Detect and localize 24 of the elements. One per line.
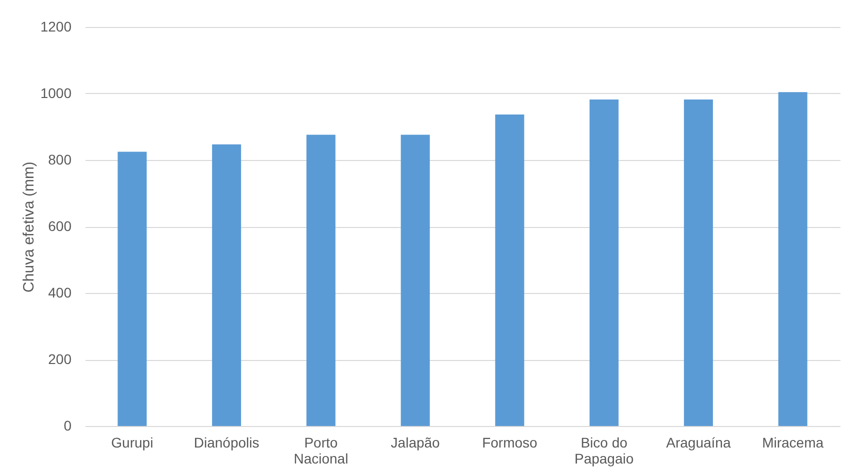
y-tick-label: 1000 [40, 85, 72, 101]
x-tick-label: Miracema [762, 434, 824, 450]
bar [778, 92, 808, 426]
x-tick-label: Bico do Papagaio [574, 434, 634, 466]
y-axis-title: Chuva efetiva (mm) [20, 162, 38, 292]
x-tick-label: Jalapão [390, 434, 440, 450]
bar [118, 152, 147, 426]
bar [306, 134, 336, 426]
x-tick-label: Dianópolis [194, 434, 260, 450]
bar [400, 134, 430, 426]
y-tick-label: 400 [48, 284, 72, 300]
bar [495, 114, 524, 426]
x-tick-label: Araguaína [666, 434, 731, 450]
y-tick-label: 0 [64, 418, 72, 434]
bar [590, 99, 619, 426]
y-tick-label: 200 [48, 351, 72, 367]
x-tick-label: Gurupi [111, 434, 154, 450]
y-tick-label: 800 [48, 152, 72, 168]
y-tick-label: 1200 [40, 18, 72, 34]
bar [212, 144, 242, 426]
bar [684, 99, 713, 426]
x-tick-label: Porto Nacional [294, 434, 348, 466]
x-tick-label: Formoso [482, 434, 538, 450]
y-tick-label: 600 [48, 218, 72, 234]
